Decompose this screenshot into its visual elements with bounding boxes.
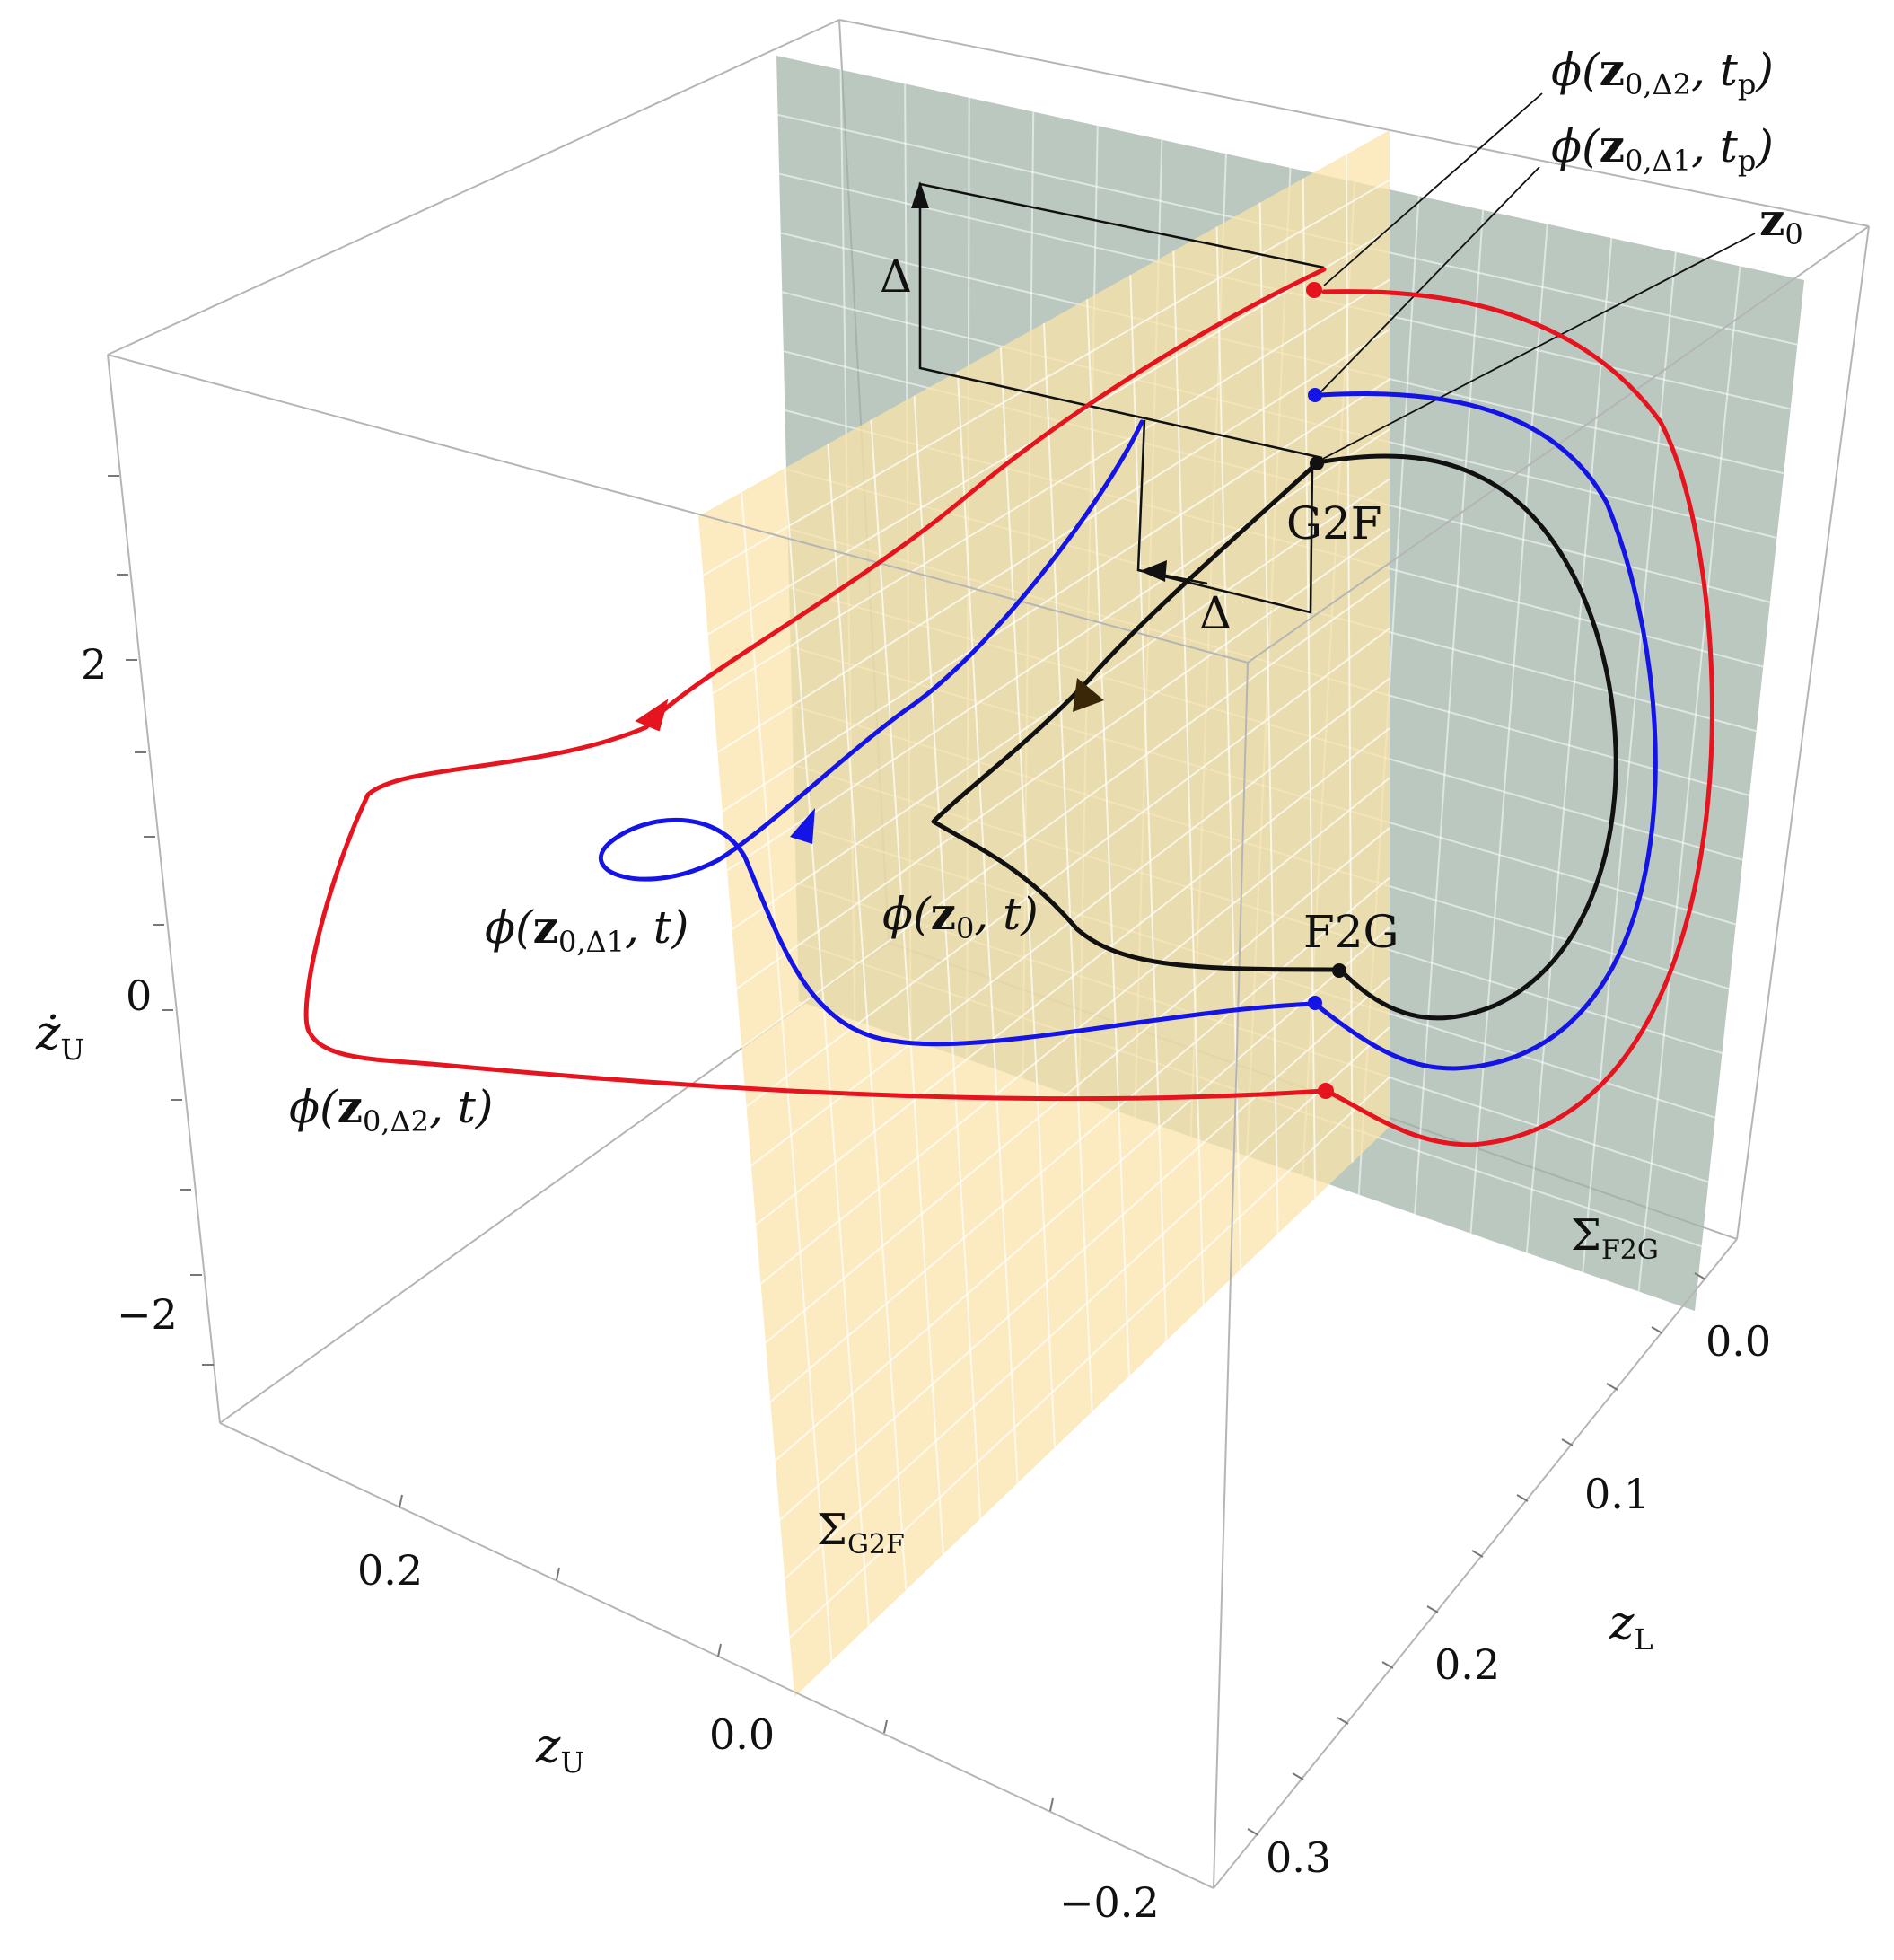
annotation-z0: z0 <box>1759 193 1803 251</box>
tick-zdotU-0: 0 <box>126 971 152 1020</box>
tick-zU-0.2: 0.2 <box>357 1546 423 1595</box>
label-sigma-g2f: ΣG2F <box>817 1505 905 1560</box>
grid-line <box>712 278 1390 695</box>
trajectory-black <box>931 453 1618 1021</box>
annotation-phi-d2-tp: ϕ(z0,Δ2, tp) <box>1551 43 1774 101</box>
grid-line <box>741 577 1390 1049</box>
point-blue-top <box>1308 388 1322 402</box>
delta-arrowhead-up <box>911 181 929 208</box>
tick-zL-0.0: 0.0 <box>1705 1317 1771 1366</box>
delta-label-vertical: Δ <box>880 250 912 303</box>
grid-line <box>716 329 1390 753</box>
grid-line <box>788 1076 1390 1639</box>
grid-line <box>774 927 1390 1462</box>
label-f2g: F2G <box>1303 906 1399 958</box>
tick-zL-0.2: 0.2 <box>1434 1640 1500 1689</box>
tick-zdotU-neg2: −2 <box>117 1290 178 1339</box>
leader-lines <box>1317 92 1756 462</box>
grid-line <box>722 378 1390 813</box>
arrowhead-red <box>635 699 669 732</box>
tick-zL-0.3: 0.3 <box>1266 1833 1331 1882</box>
annotation-phi-z0-t: ϕ(z0, t) <box>882 887 1039 945</box>
annotation-phi-d1-t: ϕ(z0,Δ1, t) <box>485 901 688 959</box>
grid-line <box>755 727 1390 1226</box>
annotation-phi-d1-tp: ϕ(z0,Δ1, tp) <box>1551 119 1774 178</box>
point-red-bottom <box>1318 1083 1334 1099</box>
grid-line <box>726 428 1390 872</box>
axis-title-zL: zL <box>1609 1596 1653 1657</box>
delta-arrowhead-left <box>1140 560 1167 582</box>
grid-line <box>765 827 1390 1344</box>
grid-line <box>779 976 1390 1521</box>
point-black-bottom <box>1332 963 1346 978</box>
annotation-phi-d2-t: ϕ(z0,Δ2, t) <box>289 1080 493 1138</box>
arrowhead-blue <box>790 808 815 844</box>
tick-zU-0.0: 0.0 <box>709 1710 775 1759</box>
grid-line <box>784 1026 1390 1580</box>
point-black-top <box>1310 456 1324 470</box>
tick-zdotU-2: 2 <box>81 640 107 689</box>
axis-title-zdotU: żU <box>35 1006 84 1067</box>
delta-label-horizontal: Δ <box>1199 587 1232 639</box>
grid-line <box>769 876 1390 1403</box>
tick-zL-0.1: 0.1 <box>1584 1470 1650 1518</box>
tick-zU-neg0.2: −0.2 <box>1059 1878 1160 1927</box>
point-blue-bottom <box>1308 996 1322 1010</box>
trajectory-blue <box>598 391 1658 1071</box>
grid-line <box>702 179 1390 576</box>
label-sigma-f2g: ΣF2G <box>1571 1210 1659 1266</box>
point-red-top <box>1306 282 1322 298</box>
trajectory-red <box>303 267 1714 1147</box>
axis-ticks <box>108 475 1706 1836</box>
arrowhead-black <box>1073 678 1104 712</box>
grid-line <box>731 478 1390 931</box>
label-g2f: G2F <box>1286 497 1381 549</box>
axis-title-zU: zU <box>535 1719 584 1780</box>
